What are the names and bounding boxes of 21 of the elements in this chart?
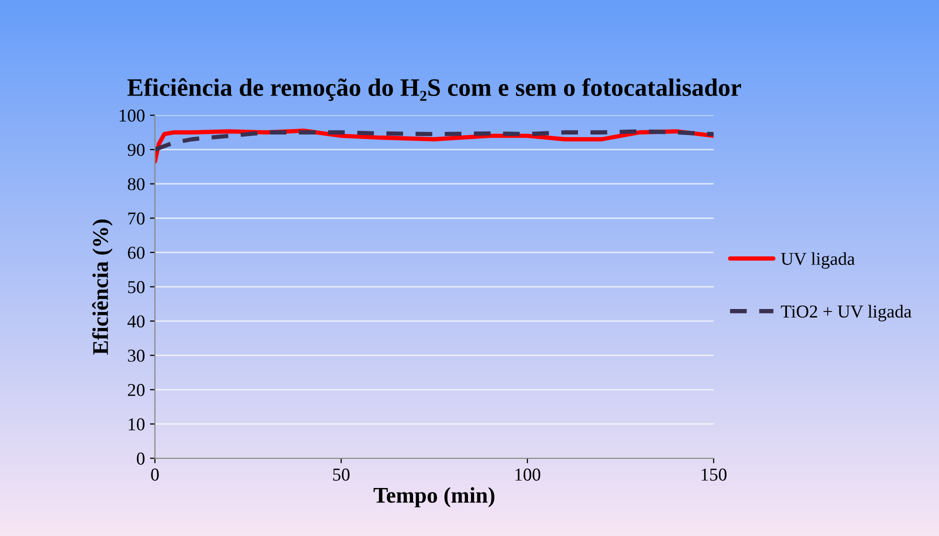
legend-label: TiO2 + UV ligada — [780, 304, 912, 322]
x-tick-label: 0 — [151, 468, 159, 481]
line-series — [154, 129, 714, 152]
y-tick-label: 70 — [128, 212, 145, 225]
y-tick-label: 10 — [128, 418, 145, 430]
x-tick-label: 150 — [702, 468, 726, 481]
y-tick-label: 90 — [128, 144, 145, 156]
y-tick-label: 100 — [120, 109, 145, 122]
y-tick-label: 50 — [128, 281, 145, 294]
legend-label: UV ligada — [780, 252, 855, 269]
x-tick-label: 100 — [515, 468, 540, 481]
y-tick-label: 60 — [128, 246, 145, 259]
y-tick-label: 30 — [128, 350, 145, 362]
x-tick-label: 50 — [333, 468, 350, 481]
x-axis-title: Tempo (min) — [374, 487, 494, 508]
y-tick-label: 80 — [128, 178, 145, 190]
y-tick-label: 0 — [136, 452, 145, 465]
y-tick-label: 20 — [128, 384, 145, 396]
y-axis-title: Eficiência (%) — [92, 220, 113, 355]
y-tick-label: 40 — [128, 315, 145, 328]
chart-title: Eficiência de remoção do H₂S com e sem o fotocatalisador — [127, 78, 742, 101]
